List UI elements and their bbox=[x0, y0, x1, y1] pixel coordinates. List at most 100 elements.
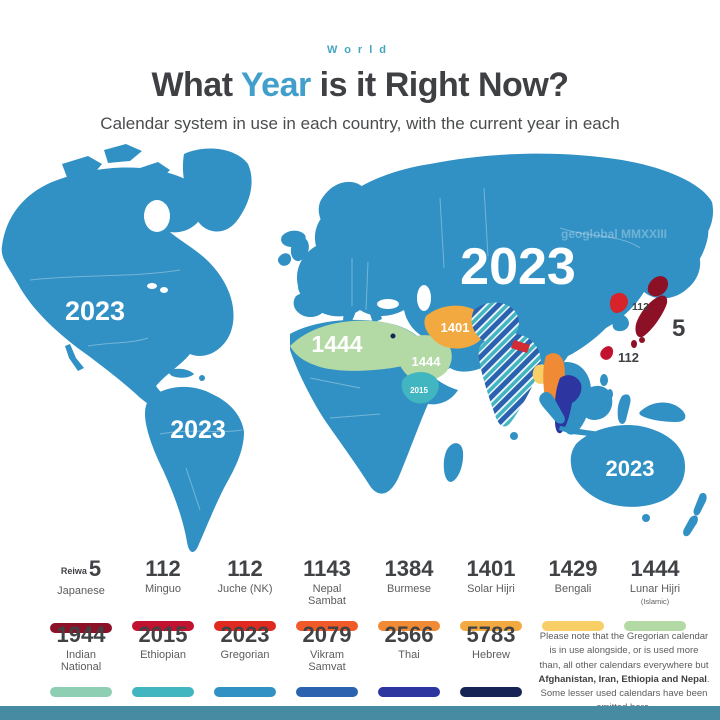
legend-item-hebrew: 5783 Hebrew bbox=[450, 622, 532, 697]
region-kamchatka bbox=[685, 224, 709, 270]
legend-year: 5 bbox=[88, 556, 102, 581]
hudson-bay bbox=[144, 200, 170, 232]
legend-swatch bbox=[542, 621, 604, 631]
region-israel bbox=[390, 333, 396, 339]
legend-swatch bbox=[460, 621, 522, 631]
map-label-north-america: 2023 bbox=[65, 296, 125, 326]
region-north-america bbox=[1, 167, 234, 422]
region-sri-lanka bbox=[510, 432, 518, 440]
region-south-america bbox=[145, 386, 244, 553]
map-label-arabia: 1444 bbox=[412, 354, 442, 369]
footer-bar bbox=[0, 706, 720, 720]
map-label-iran: 1401 bbox=[441, 320, 470, 335]
legend-swatch bbox=[214, 621, 276, 631]
legend-year: 1429 bbox=[548, 556, 598, 581]
region-japan bbox=[631, 276, 669, 348]
legend-name: Lunar Hijri (Islamic) bbox=[629, 583, 681, 606]
region-new-zealand bbox=[683, 492, 707, 537]
legend-year: 5783 bbox=[466, 622, 516, 647]
region-greenland bbox=[182, 148, 252, 232]
page-subtitle: Calendar system in use in each country, … bbox=[100, 114, 620, 133]
region-north-korea bbox=[609, 292, 628, 313]
legend-item-indian-national: 1944 Indian National bbox=[40, 622, 122, 697]
legend-name: Ethiopian bbox=[140, 649, 186, 661]
legend-item-japanese: Reiwa5 Japanese bbox=[40, 556, 122, 633]
title-pre: What bbox=[151, 66, 241, 104]
legend-year: 1143 bbox=[303, 556, 351, 581]
legend-swatch bbox=[132, 621, 194, 631]
legend-swatch bbox=[214, 687, 276, 697]
legend-item-solar-hijri: 1401 Solar Hijri bbox=[450, 556, 532, 633]
kicker-label: World bbox=[327, 44, 393, 56]
legend-year: 2015 bbox=[138, 622, 188, 647]
region-uk bbox=[290, 237, 309, 262]
region-australia bbox=[570, 424, 686, 507]
region-india-hatched bbox=[478, 333, 541, 427]
legend-item-juche: 112 Juche (NK) bbox=[204, 556, 286, 633]
footnote-bold: Afghanistan, Iran, Ethiopia and Nepal bbox=[538, 673, 707, 685]
region-sakhalin bbox=[671, 259, 686, 293]
world-map: geoglobal MMXXIII 2023 2023 2023 2023 14… bbox=[0, 138, 720, 556]
map-label-north-africa: 1444 bbox=[311, 331, 362, 357]
legend-name: Bengali bbox=[554, 583, 592, 595]
map-label-north-korea: 112 bbox=[632, 301, 649, 313]
region-tasmania bbox=[642, 514, 650, 522]
legend-name: Vikram Samvat bbox=[308, 649, 346, 673]
legend-year: 2079 bbox=[302, 622, 352, 647]
legend-name: Indian National bbox=[60, 649, 102, 673]
legend-item-bengali: 1429 Bengali bbox=[532, 556, 614, 633]
legend-row-1: Reiwa5 Japanese 112 Minguo 112 Juche (NK… bbox=[40, 556, 696, 633]
region-baja bbox=[65, 344, 84, 371]
footnote-pre: Please note that the Gregorian calendar … bbox=[539, 631, 709, 671]
region-iran-solar-hijri bbox=[424, 305, 486, 349]
legend-year: 2566 bbox=[384, 622, 434, 647]
legend-swatch bbox=[624, 621, 686, 631]
map-label-south-america: 2023 bbox=[170, 416, 226, 444]
legend-year: 1401 bbox=[466, 556, 516, 581]
legend-row-2: 1944 Indian National 2015 Ethiopian 2023… bbox=[40, 622, 532, 697]
region-cuba bbox=[168, 368, 194, 378]
legend-item-minguo: 112 Minguo bbox=[122, 556, 204, 633]
region-madagascar bbox=[443, 443, 464, 482]
world-map-svg: geoglobal MMXXIII 2023 2023 2023 2023 14… bbox=[1, 144, 714, 553]
region-nepal bbox=[511, 340, 530, 353]
region-eurasia bbox=[296, 153, 714, 384]
legend-item-burmese: 1384 Burmese bbox=[368, 556, 450, 633]
region-south-korea bbox=[612, 314, 629, 332]
legend-name: Gregorian bbox=[220, 649, 270, 661]
legend-item-nepal-sambat: 1143 Nepal Sambat bbox=[286, 556, 368, 633]
country-borders bbox=[29, 187, 641, 511]
map-label-taiwan: 112 bbox=[618, 350, 639, 365]
legend-name: Japanese bbox=[57, 585, 105, 597]
legend-swatch bbox=[296, 621, 358, 631]
legend-item-lunar-hijri: 1444 Lunar Hijri (Islamic) bbox=[614, 556, 696, 633]
legend-swatch bbox=[50, 687, 112, 697]
great-lakes bbox=[160, 287, 168, 293]
legend-swatch bbox=[378, 621, 440, 631]
legend-swatch bbox=[378, 687, 440, 697]
legend-name: Burmese bbox=[386, 583, 432, 595]
region-indonesia bbox=[539, 385, 686, 437]
legend-year: 1944 bbox=[56, 622, 106, 647]
legend-item-thai: 2566 Thai bbox=[368, 622, 450, 697]
legend-swatch bbox=[296, 687, 358, 697]
legend-year: 2023 bbox=[220, 622, 270, 647]
map-label-australia: 2023 bbox=[606, 456, 655, 481]
legend-name-sub: (Islamic) bbox=[640, 596, 670, 606]
legend-swatch bbox=[460, 687, 522, 697]
map-label-asia: 2023 bbox=[460, 238, 576, 296]
legend-year: 1384 bbox=[384, 556, 434, 581]
region-arabia-lunar-hijri bbox=[396, 335, 452, 381]
legend-year: 112 bbox=[227, 556, 263, 581]
legend-year: 1444 bbox=[630, 556, 680, 581]
region-ethiopia bbox=[401, 372, 439, 404]
map-label-japan: 5 bbox=[672, 315, 685, 342]
legend-swatch bbox=[50, 623, 112, 633]
legend-name: Juche (NK) bbox=[217, 583, 273, 595]
title-accent: Year bbox=[240, 66, 311, 104]
page-title: What Year is it Right Now? bbox=[0, 66, 720, 105]
title-post: is it Right Now? bbox=[310, 66, 569, 104]
region-ireland bbox=[277, 253, 292, 266]
legend-name: Minguo bbox=[144, 583, 182, 595]
legend-name: Solar Hijri bbox=[467, 583, 515, 595]
